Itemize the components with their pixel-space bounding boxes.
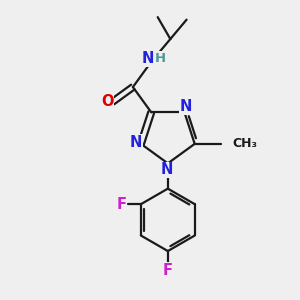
Text: N: N xyxy=(180,99,192,114)
Text: O: O xyxy=(101,94,113,110)
Text: N: N xyxy=(160,162,172,177)
Text: CH₃: CH₃ xyxy=(233,137,258,150)
Text: F: F xyxy=(116,197,127,212)
Text: N: N xyxy=(142,51,154,66)
Text: F: F xyxy=(163,263,173,278)
Text: H: H xyxy=(154,52,166,65)
Text: N: N xyxy=(129,135,142,150)
